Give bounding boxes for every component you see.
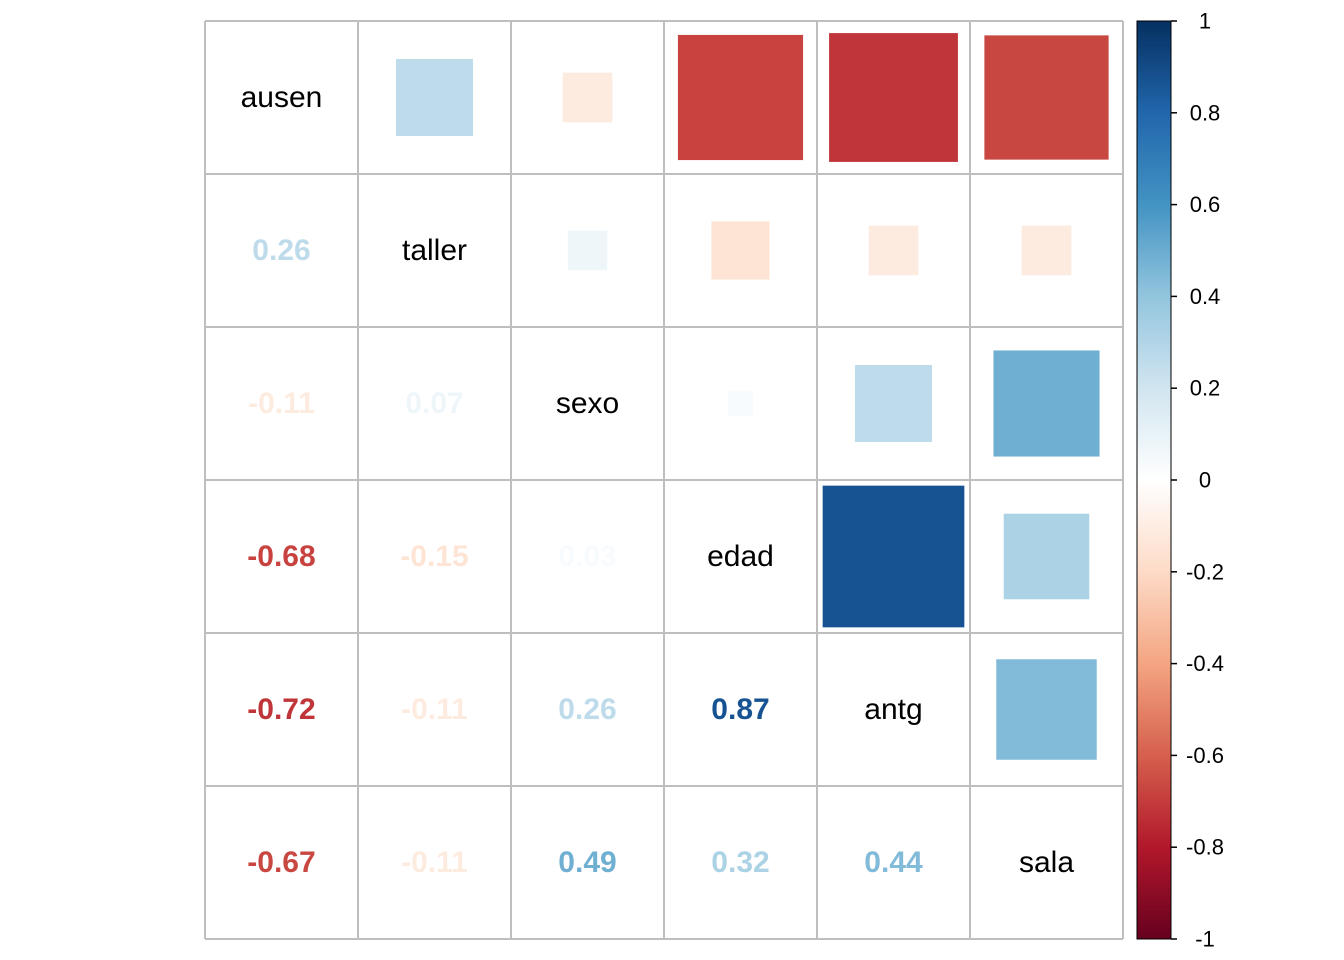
corr-value-edad-sexo: 0.03 — [558, 540, 616, 573]
colorbar-tick-label: -0.8 — [1186, 835, 1224, 860]
corr-value-sala-edad: 0.32 — [711, 846, 769, 879]
corr-square-ausen-edad — [676, 33, 805, 162]
corr-value-sala-ausen: -0.67 — [247, 846, 315, 879]
matrix-grid — [204, 20, 1124, 940]
colorbar-gradient — [1136, 20, 1172, 940]
variable-label-sala: sala — [1019, 846, 1074, 879]
corr-square-taller-sala — [1020, 224, 1073, 277]
colorbar-tick-label: 0.8 — [1190, 100, 1221, 125]
corr-square-edad-antg — [821, 484, 966, 629]
corr-value-edad-ausen: -0.68 — [247, 540, 315, 573]
colorbar-tick-label: 0.2 — [1190, 376, 1221, 401]
variable-label-sexo: sexo — [556, 387, 619, 420]
corr-square-ausen-antg — [828, 32, 959, 163]
corr-value-sexo-ausen: -0.11 — [248, 387, 315, 420]
colorbar-tick-label: 0 — [1199, 468, 1211, 493]
colorbar: 1 0.8 0.6 0.4 0.2 0 -0.2 -0.4 -0.6 -0.8 -1 — [1136, 9, 1224, 952]
corr-square-antg-sala — [995, 658, 1098, 761]
colorbar-tick-label: 0.4 — [1190, 284, 1221, 309]
corr-value-antg-ausen: -0.72 — [247, 693, 315, 726]
corr-value-edad-taller: -0.15 — [400, 540, 468, 573]
corr-value-sala-sexo: 0.49 — [558, 846, 616, 879]
corr-value-taller-ausen: 0.26 — [252, 234, 310, 267]
corr-value-sala-antg: 0.44 — [864, 846, 923, 879]
colorbar-tick-label: -0.6 — [1186, 743, 1224, 768]
colorbar-tick-label: 1 — [1199, 9, 1211, 34]
corr-square-taller-edad — [710, 220, 771, 281]
corr-square-taller-sexo — [566, 229, 609, 272]
colorbar-tick-label: -1 — [1195, 927, 1215, 952]
colorbar-tick-label: -0.4 — [1186, 651, 1224, 676]
corr-value-sexo-taller: 0.07 — [405, 387, 463, 420]
variable-label-ausen: ausen — [241, 81, 323, 114]
corr-square-sexo-antg — [853, 363, 934, 444]
corr-value-sala-taller: -0.11 — [401, 846, 468, 879]
variable-label-taller: taller — [402, 234, 467, 267]
colorbar-tick-label: 0.6 — [1190, 192, 1221, 217]
corr-square-sexo-edad — [726, 389, 755, 418]
variable-label-antg: antg — [864, 693, 922, 726]
corr-value-antg-sexo: 0.26 — [558, 693, 616, 726]
corr-square-ausen-taller — [394, 57, 475, 138]
corr-value-antg-edad: 0.87 — [711, 693, 769, 726]
colorbar-tick-label: -0.2 — [1186, 559, 1224, 584]
matrix-cells: ausen taller sexo edad antg sala 0.26 -0.11 0.07… — [241, 32, 1110, 879]
corr-value-antg-taller: -0.11 — [401, 693, 468, 726]
corr-square-ausen-sala — [983, 34, 1110, 161]
corr-square-sexo-sala — [992, 349, 1101, 458]
variable-label-edad: edad — [707, 540, 774, 573]
corr-square-taller-antg — [867, 224, 920, 277]
corr-square-ausen-sexo — [561, 71, 614, 124]
corr-square-edad-sala — [1002, 512, 1091, 601]
